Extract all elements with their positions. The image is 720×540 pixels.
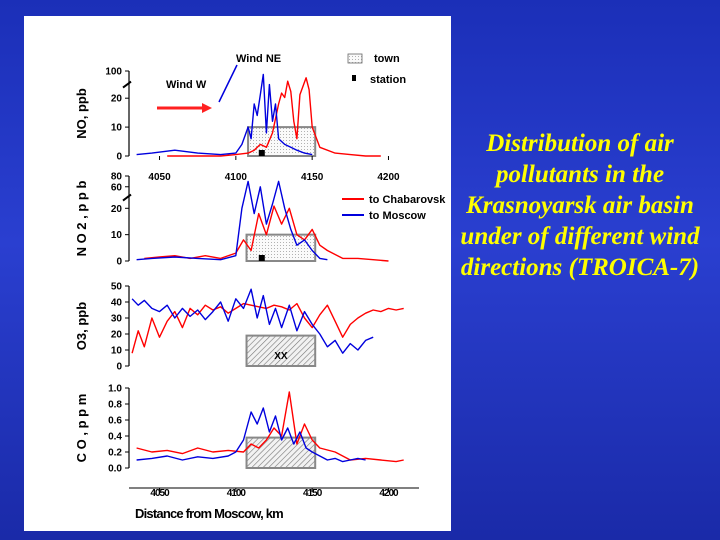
no-series-to-moscow [136, 73, 313, 156]
co-ytick-label-2: 0.4 [108, 432, 122, 443]
co-y-axis-label: C O , p p m [74, 394, 89, 463]
co-ytick-label-3: 0.6 [108, 416, 122, 427]
o3-ytick-label-2: 20 [111, 330, 123, 341]
no-xtick-label-2: 4150 [301, 172, 324, 183]
wind-ne-pointer [218, 64, 238, 103]
x-axis-label: Distance from Moscow, km [135, 506, 283, 521]
no-y-axis-label: NO, ppb [74, 88, 89, 139]
co-town-box [245, 436, 317, 470]
no2-ytick-label-2: 20 [111, 204, 123, 215]
o3-town-box-label: XX [274, 351, 288, 362]
no-axis-break [122, 80, 132, 89]
co-xtick-label-1: 4100 [227, 488, 247, 499]
chart-canvas: Wind NE Wind W town station to Chabarovs… [74, 53, 446, 521]
no-series-to-chabarovsk [167, 77, 381, 157]
no2-axis-break [122, 193, 132, 202]
no2-ytick-label-4: 80 [111, 172, 123, 183]
slide-title: Distribution of air pollutants in the Kr… [460, 130, 700, 281]
pollutant-chart-figure: Wind NE Wind W town station to Chabarovs… [24, 16, 451, 531]
no-xtick-label-0: 4050 [148, 172, 171, 183]
no-xtick-label-1: 4100 [225, 172, 248, 183]
station-legend-marker [352, 75, 356, 81]
no-ytick-label-2: 20 [111, 94, 123, 105]
o3-ytick-label-3: 30 [111, 314, 123, 325]
no-ytick-label-1: 10 [111, 123, 123, 134]
co-series-to-moscow [136, 407, 366, 463]
no-ytick-label-0: 0 [116, 152, 122, 163]
no-xtick-label-3: 4200 [377, 172, 400, 183]
o3-series-to-moscow [131, 288, 374, 354]
no2-series-to-chabarovsk [144, 205, 389, 262]
no-ytick-label-3: 100 [105, 67, 122, 78]
wind-w-label: Wind W [166, 79, 207, 91]
moscow-legend-label: to Moscow [369, 210, 426, 222]
town-legend-label: town [374, 53, 400, 65]
co-xtick-label-2: 4150 [303, 488, 323, 499]
co-ytick-label-4: 0.8 [108, 400, 122, 411]
o3-ytick-label-4: 40 [111, 298, 123, 309]
chabarovsk-legend-label: to Chabarovsk [369, 194, 446, 206]
wind-w-arrowhead [202, 103, 212, 113]
wind-ne-label: Wind NE [236, 53, 281, 65]
co-ytick-label-1: 0.2 [108, 448, 122, 459]
o3-ytick-label-5: 50 [111, 282, 123, 293]
no2-ytick-label-3: 60 [111, 182, 123, 193]
co-ytick-label-0: 0.0 [108, 464, 122, 475]
no2-ytick-label-1: 10 [111, 230, 123, 241]
o3-ytick-label-0: 0 [116, 362, 122, 373]
co-xtick-label-0: 4050 [150, 488, 170, 499]
station-legend-label: station [370, 74, 406, 86]
no2-y-axis-label: N O 2 , p p b [74, 181, 89, 257]
no-station-marker [258, 150, 265, 156]
o3-y-axis-label: O3, ppb [74, 302, 89, 350]
no2-station-marker [258, 255, 265, 261]
co-xtick-label-3: 4200 [379, 488, 399, 499]
no2-series-to-moscow [136, 180, 328, 261]
co-ytick-label-5: 1.0 [108, 384, 122, 395]
o3-ytick-label-1: 10 [111, 346, 123, 357]
o3-town-box [245, 334, 317, 368]
no2-ytick-label-0: 0 [116, 257, 122, 268]
town-legend-swatch [347, 53, 363, 64]
